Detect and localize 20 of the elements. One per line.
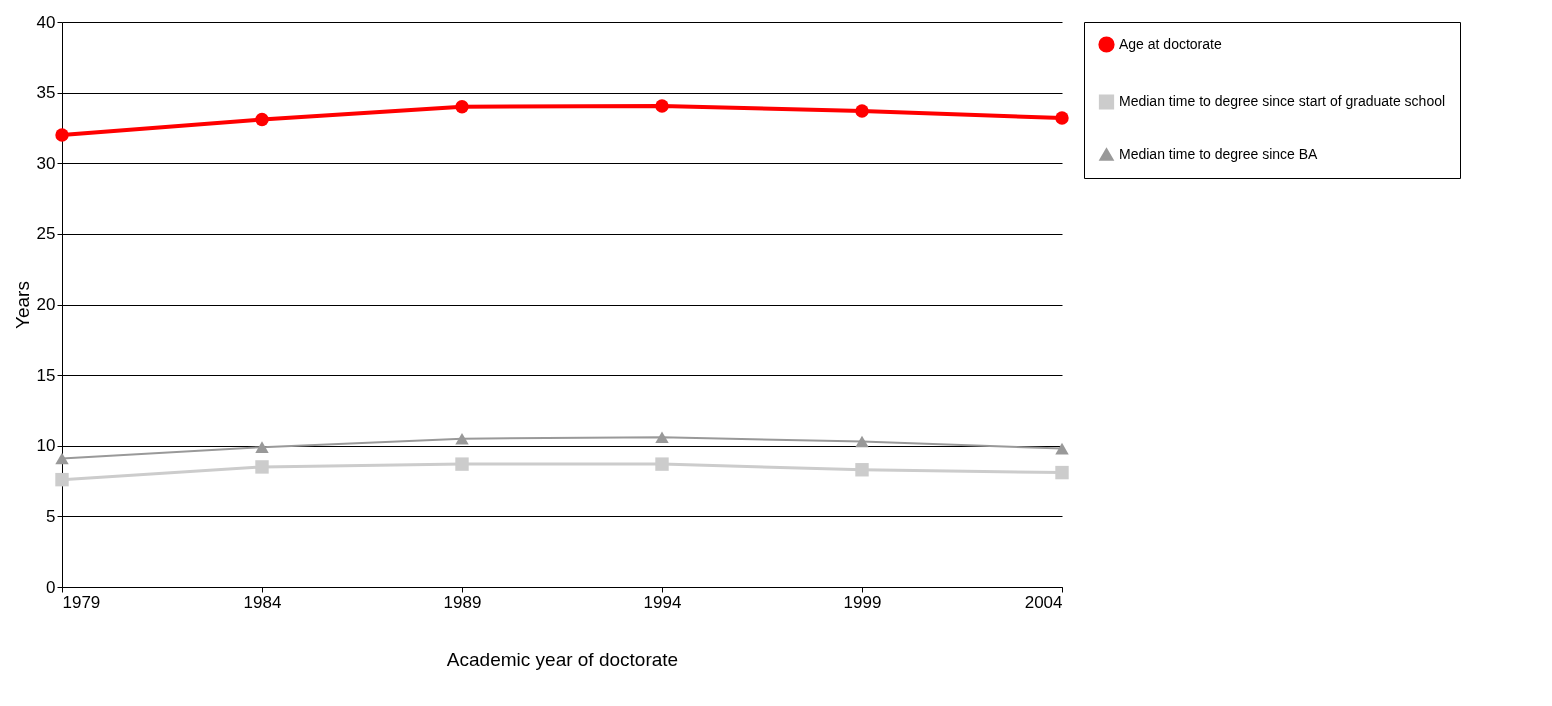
y-axis-title: Years (11, 281, 33, 329)
y-tick-label: 25 (36, 224, 56, 244)
legend-label: Age at doctorate (1119, 35, 1222, 52)
x-tick-label: 1984 (243, 592, 282, 612)
x-tick-label: 1989 (443, 592, 482, 612)
x-axis-title: Academic year of doctorate (446, 648, 679, 670)
y-tick-label: 0 (46, 577, 56, 597)
x-tick-label: 1999 (843, 592, 882, 612)
legend-label: Median time to degree since BA (1119, 145, 1319, 162)
legend-label: Median time to degree since start of graduate school (1119, 93, 1446, 109)
x-tick-label: 1994 (643, 592, 682, 612)
y-tick-label: 10 (36, 436, 56, 456)
y-tick-label: 30 (36, 153, 56, 173)
y-tick-label: 40 (36, 12, 56, 32)
y-tick-label: 5 (46, 506, 56, 526)
y-tick-label: 20 (36, 295, 56, 314)
x-tick-label: 2004 (1024, 592, 1063, 612)
x-tick-label: 1979 (62, 592, 101, 612)
y-tick-label: 35 (36, 83, 56, 103)
y-tick-label: 15 (36, 365, 56, 385)
